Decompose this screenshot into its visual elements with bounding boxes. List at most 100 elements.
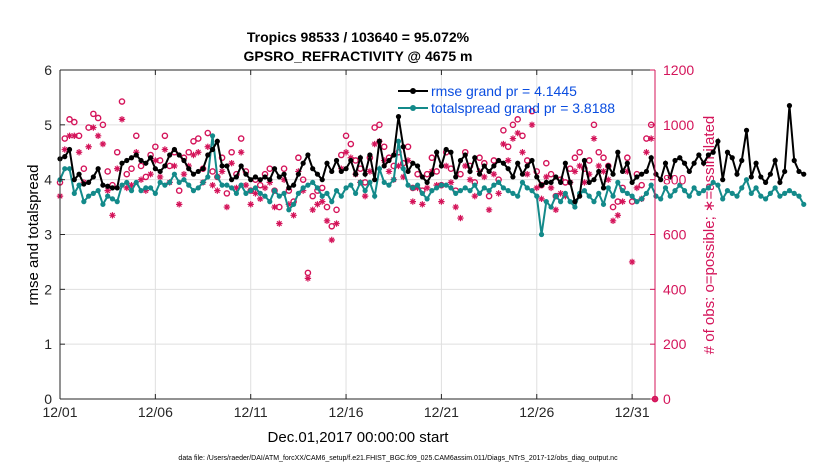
obs-possible-marker — [624, 154, 631, 162]
series-point-totalspread — [114, 199, 120, 205]
obs-assimilated-marker — [366, 168, 374, 175]
series-point-totalspread — [558, 199, 564, 205]
obs-assimilated-marker — [576, 162, 583, 170]
series-point-rmse — [324, 160, 330, 166]
obs-assimilated-marker — [619, 198, 626, 205]
series-point-totalspread — [248, 188, 254, 194]
series-point-totalspread — [133, 179, 139, 186]
series-point-rmse — [734, 171, 740, 177]
series-point-totalspread — [152, 190, 158, 196]
series-point-rmse — [648, 155, 654, 161]
series-point-rmse — [476, 171, 483, 177]
obs-assimilated-marker — [237, 149, 245, 156]
obs-assimilated-marker — [471, 192, 478, 200]
obs-assimilated-marker — [533, 184, 540, 192]
y-left-tick-label: 5 — [44, 117, 52, 133]
series-point-rmse — [786, 103, 793, 109]
series-point-rmse — [133, 152, 139, 158]
obs-assimilated-marker — [404, 157, 412, 164]
series-point-rmse — [186, 166, 192, 172]
series-point-rmse — [586, 179, 592, 186]
obs-possible-marker — [128, 165, 135, 172]
obs-assimilated-marker — [562, 192, 569, 200]
series-point-rmse — [720, 177, 726, 183]
series-point-totalspread — [715, 182, 721, 188]
series-point-rmse — [152, 166, 158, 172]
series-point-rmse — [767, 171, 773, 177]
series-point-totalspread — [391, 177, 397, 183]
obs-possible-marker — [71, 118, 78, 126]
series-point-rmse — [190, 171, 197, 177]
obs-assimilated-marker — [304, 275, 312, 282]
series-point-totalspread — [763, 196, 769, 202]
series-point-totalspread — [233, 190, 240, 196]
series-point-rmse — [405, 168, 411, 175]
series-point-totalspread — [534, 193, 540, 199]
series-point-rmse — [147, 155, 154, 161]
series-point-totalspread — [767, 190, 773, 196]
series-point-totalspread — [295, 190, 301, 196]
series-point-rmse — [281, 171, 287, 177]
series-point-rmse — [395, 114, 402, 120]
obs-assimilated-marker — [180, 170, 188, 178]
obs-assimilated-marker — [71, 132, 78, 139]
series-point-rmse — [548, 179, 554, 186]
series-point-rmse — [300, 160, 306, 166]
series-point-totalspread — [329, 199, 335, 205]
series-point-rmse — [200, 166, 206, 172]
obs-possible-marker — [137, 162, 145, 170]
obs-assimilated-marker — [261, 184, 269, 192]
series-point-totalspread — [338, 193, 344, 199]
obs-assimilated-marker — [161, 146, 169, 153]
series-point-totalspread — [362, 188, 368, 194]
series-point-totalspread — [138, 188, 144, 194]
series-point-rmse — [534, 174, 540, 180]
series-point-totalspread — [453, 190, 459, 196]
series-point-totalspread — [510, 190, 516, 196]
series-point-rmse — [81, 181, 87, 187]
series-point-totalspread — [591, 199, 597, 205]
obs-assimilated-marker — [99, 140, 107, 148]
series-point-totalspread — [395, 138, 402, 144]
obs-assimilated-marker — [128, 181, 135, 189]
series-point-rmse — [624, 160, 630, 166]
series-point-rmse — [157, 168, 163, 175]
series-point-totalspread — [481, 185, 487, 191]
series-point-rmse — [615, 149, 621, 155]
obs-assimilated-marker — [171, 162, 178, 170]
series-point-totalspread — [219, 182, 225, 188]
series-rmse — [57, 103, 807, 205]
series-point-rmse — [319, 177, 325, 183]
series-point-totalspread — [696, 190, 702, 196]
series-point-rmse — [310, 166, 316, 172]
series-point-totalspread — [686, 193, 692, 199]
obs-possible-marker — [237, 135, 245, 142]
series-point-totalspread — [424, 196, 430, 202]
series-point-totalspread — [662, 185, 669, 191]
series-point-rmse — [119, 160, 125, 166]
series-point-rmse — [681, 160, 688, 166]
series-point-rmse — [386, 157, 392, 164]
series-point-rmse — [62, 154, 68, 160]
series-point-totalspread — [743, 177, 750, 183]
series-point-rmse — [777, 179, 783, 186]
series-point-rmse — [743, 127, 750, 133]
series-point-rmse — [596, 168, 602, 175]
series-point-totalspread — [190, 188, 197, 194]
obs-possible-marker — [99, 121, 107, 129]
obs-possible-marker — [542, 159, 550, 167]
series-point-totalspread — [305, 182, 311, 188]
obs-assimilated-group — [56, 116, 659, 403]
series-point-totalspread — [381, 179, 387, 186]
series-point-totalspread — [62, 166, 68, 172]
obs-assimilated-marker — [481, 173, 488, 181]
series-point-totalspread — [300, 185, 306, 191]
obs-assimilated-marker — [547, 184, 555, 192]
obs-assimilated-marker — [442, 162, 450, 170]
series-point-totalspread — [801, 201, 807, 207]
series-point-rmse — [481, 163, 487, 169]
obs-assimilated-marker — [295, 168, 302, 175]
series-point-rmse — [295, 171, 301, 177]
x-axis-label: Dec.01,2017 00:00:00 start — [268, 429, 450, 446]
obs-possible-marker — [342, 132, 350, 140]
